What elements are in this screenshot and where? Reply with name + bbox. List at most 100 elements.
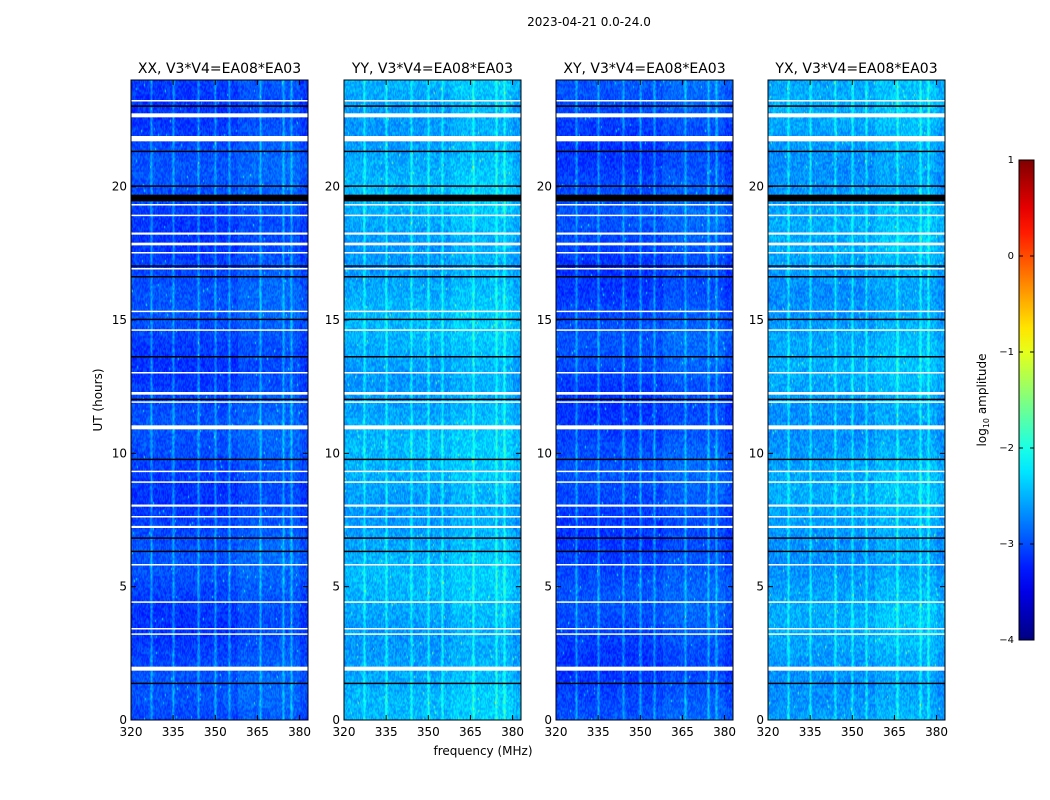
flagged-row [131,252,308,254]
flagged-row [131,666,308,671]
flagged-row [131,481,308,483]
flagged-row [344,242,521,246]
dark-row [768,550,945,553]
dark-row [768,194,945,202]
flagged-row [556,516,733,518]
flagged-row [131,628,308,630]
flagged-row [556,100,733,102]
flagged-row [131,214,308,217]
x-tick-label: 335 [799,725,822,739]
dark-row [768,276,945,278]
flagged-row [131,268,308,270]
flagged-row [556,564,733,566]
y-tick-label: 15 [112,313,127,327]
x-tick-label: 335 [162,725,185,739]
flagged-row [556,310,733,313]
colorbar: 1 0 −1 −2 −3 −4 log10 amplitude [975,155,1035,646]
y-tick-label: 15 [325,313,340,327]
dark-row [131,105,308,107]
flagged-row [768,204,945,206]
flagged-row [344,481,521,483]
dark-row [131,150,308,153]
x-tick-label: 350 [204,725,227,739]
colorbar-tick-label: −4 [999,635,1014,646]
flagged-row [131,504,308,507]
dark-row [344,185,521,187]
flagged-row [768,564,945,566]
flagged-row [131,525,308,528]
x-tick-label: 380 [501,725,524,739]
flagged-row [344,214,521,217]
panel-frame [555,79,734,721]
dark-row [768,458,945,461]
flagged-row [131,372,308,374]
flagged-row [768,268,945,270]
colorbar-tick-label: −2 [999,443,1014,454]
dark-row [344,194,521,202]
flagged-row [768,113,945,118]
flagged-row [768,252,945,254]
x-tick-label: 380 [713,725,736,739]
dark-row [344,276,521,278]
panel-2: YY, V3*V4=EA08*EA03 320 335 350 365 380 0 5 10 15… [325,61,524,739]
dark-row [556,265,733,267]
flagged-row [344,268,521,270]
flagged-row [556,232,733,235]
dark-row [768,105,945,107]
y-tick-label: 20 [537,180,552,194]
flagged-row [556,329,733,331]
flagged-row [556,136,733,142]
flagged-row [131,601,308,603]
colorbar-tick-label: −1 [999,347,1014,358]
y-tick-label: 15 [749,313,764,327]
y-tick-label: 15 [537,313,552,327]
y-tick-label: 0 [332,713,340,727]
y-tick-label: 10 [749,446,764,460]
y-tick-label: 5 [756,580,764,594]
flagged-row [131,516,308,518]
flagged-row [131,633,308,635]
panel-1: XX, V3*V4=EA08*EA03 320 335 350 365 380 0 5 10 15… [112,61,311,739]
flagged-row [344,232,521,235]
flagged-row [131,401,308,403]
dark-row [556,550,733,553]
flagged-row [556,268,733,270]
flagged-row [556,666,733,671]
y-tick-label: 5 [544,580,552,594]
flagged-row [556,504,733,507]
panel-frame [343,79,522,721]
panels-group: XX, V3*V4=EA08*EA03 320 335 350 365 380 0 5 10 15… [112,61,948,739]
panel-frame [130,79,309,721]
y-tick-label: 10 [112,446,127,460]
dark-row [344,318,521,321]
dark-row [768,537,945,539]
x-tick-label: 320 [333,725,356,739]
flagged-row [556,401,733,403]
dark-row [344,398,521,401]
colorbar-tick-label: 1 [1008,155,1014,166]
flagged-row [768,525,945,528]
flagged-row [556,470,733,473]
flagged-row [344,628,521,630]
flagged-row [768,504,945,507]
flagged-row [556,113,733,118]
y-tick-label: 0 [544,713,552,727]
panel-4: YX, V3*V4=EA08*EA03 320 335 350 365 380 0 5 10 15… [749,61,948,739]
flagged-row [556,628,733,630]
flagged-row [556,525,733,528]
dark-row [344,458,521,461]
colorbar-gradient [1018,159,1035,641]
dark-row [556,194,733,202]
dark-row [556,185,733,187]
flagged-row [344,100,521,102]
flagged-row [344,113,521,118]
flagged-row [556,425,733,430]
dark-row [768,265,945,267]
flagged-row [556,372,733,374]
flagged-row [556,481,733,483]
flagged-row [768,242,945,246]
panel-title: XX, V3*V4=EA08*EA03 [138,61,301,77]
dark-row [344,356,521,358]
y-tick-label: 20 [325,180,340,194]
